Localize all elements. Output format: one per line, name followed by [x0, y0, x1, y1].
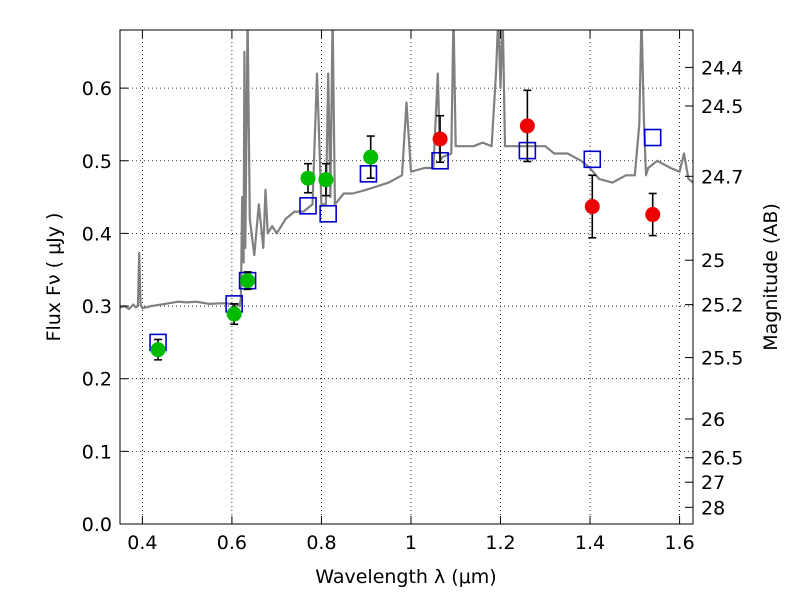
y-tick-label: 0.0 [82, 514, 112, 536]
model-square [299, 197, 317, 215]
plot-area [120, 30, 693, 361]
x-tick-label: 1.6 [664, 532, 694, 554]
x-tick-label: 1.2 [485, 532, 515, 554]
red-data-point [519, 118, 535, 134]
axis-ticks: 0.4 0.6 0.8 1 1.2 1.4 1.6 0.0 0.1 0.2 0.3 0.4 0.5 0.6… [82, 30, 743, 554]
y-tick-label: 0.2 [82, 369, 112, 391]
right-tick-label: 28 [701, 497, 725, 519]
y-tick-label: 0.6 [82, 78, 112, 100]
right-tick-label: 26.5 [701, 448, 743, 470]
right-tick-label: 25.5 [701, 348, 743, 370]
green-data-point [226, 306, 242, 322]
green-data-point [240, 273, 256, 289]
right-tick-label: 24.7 [701, 166, 743, 188]
red-data-point [584, 199, 600, 215]
y-tick-label: 0.1 [82, 441, 112, 463]
y-tick-label: 0.5 [82, 151, 112, 173]
green-data-point [300, 170, 316, 186]
spectrum-line [120, 30, 693, 311]
x-tick-label: 0.6 [217, 532, 247, 554]
right-tick-label: 26 [701, 409, 725, 431]
red-data-point [645, 207, 661, 223]
spectrum-layer [120, 30, 693, 311]
green-data-point [318, 172, 334, 188]
right-tick-label: 25 [701, 250, 725, 272]
right-tick-label: 24.5 [701, 96, 743, 118]
right-tick-label: 25.2 [701, 295, 743, 317]
plot-frame [119, 29, 694, 525]
model-square [643, 128, 662, 147]
x-tick-label: 1.4 [575, 532, 605, 554]
green-data-point [150, 342, 166, 358]
x-tick-label: 0.8 [306, 532, 336, 554]
green-data-point [363, 149, 379, 165]
model-square [359, 165, 378, 183]
red-data-point [432, 131, 448, 147]
right-axis-label: Magnitude (AB) [760, 203, 782, 351]
x-axis-label: Wavelength λ (μm) [315, 566, 496, 588]
x-tick-label: 0.4 [127, 532, 157, 554]
points-layer [149, 89, 662, 361]
y-tick-label: 0.3 [82, 296, 112, 318]
model-square [583, 150, 602, 169]
y-axis-label: Flux Fν ( μJy ) [43, 213, 65, 342]
model-square [319, 204, 337, 223]
right-tick-label: 27 [701, 472, 725, 494]
y-tick-label: 0.4 [82, 223, 112, 245]
right-tick-label: 24.4 [701, 57, 743, 79]
x-tick-label: 1 [405, 532, 417, 554]
